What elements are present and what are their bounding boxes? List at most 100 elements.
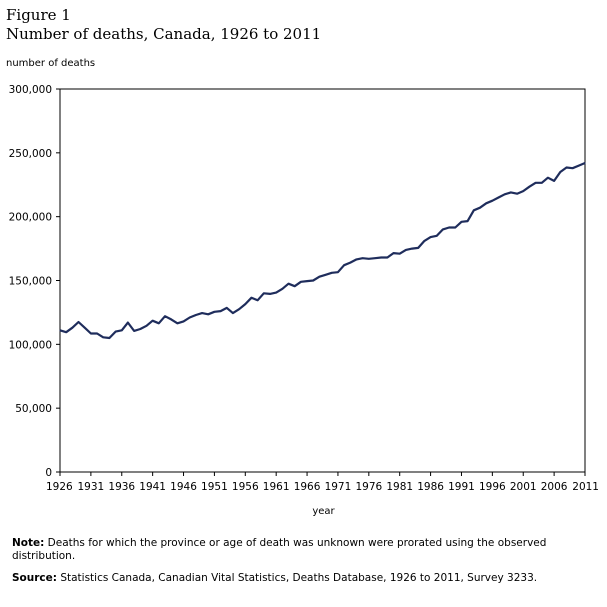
note-text: Deaths for which the province or age of … xyxy=(12,537,547,562)
data-point xyxy=(232,312,234,314)
data-point xyxy=(139,328,141,330)
data-point xyxy=(318,276,320,278)
x-tick-label: 1981 xyxy=(386,481,413,493)
data-point xyxy=(108,337,110,339)
data-point xyxy=(195,314,197,316)
data-point xyxy=(368,258,370,260)
data-point xyxy=(448,226,450,229)
data-point xyxy=(244,303,246,305)
x-tick-label: 1991 xyxy=(448,481,475,493)
y-tick-label: 0 xyxy=(45,467,52,479)
data-point xyxy=(238,308,240,310)
data-point xyxy=(399,253,401,255)
data-point xyxy=(417,247,419,249)
data-point xyxy=(77,321,80,323)
x-tick-label: 1941 xyxy=(139,481,166,493)
y-tick-label: 300,000 xyxy=(9,84,52,96)
y-tick-label: 200,000 xyxy=(9,212,52,224)
data-point xyxy=(189,316,191,319)
data-point xyxy=(121,329,123,331)
data-point xyxy=(281,288,283,290)
data-point xyxy=(269,293,271,295)
data-point xyxy=(411,248,413,250)
data-point xyxy=(170,318,172,320)
data-point xyxy=(263,292,265,294)
data-point xyxy=(275,292,277,294)
data-point xyxy=(294,285,296,287)
data-point xyxy=(442,228,444,230)
x-tick-label: 2006 xyxy=(541,481,568,493)
data-point xyxy=(362,257,364,259)
x-tick-label: 1966 xyxy=(294,481,321,493)
data-point xyxy=(331,272,333,274)
source-label: Source: xyxy=(12,572,57,584)
deaths-series-line xyxy=(59,161,586,340)
data-point xyxy=(96,332,98,335)
data-point xyxy=(423,240,425,242)
data-point xyxy=(436,235,438,237)
x-tick-label: 1946 xyxy=(170,481,197,493)
data-point xyxy=(176,322,178,324)
data-point xyxy=(578,165,580,167)
data-point xyxy=(479,207,481,209)
data-point xyxy=(349,262,351,264)
x-tick-label: 1986 xyxy=(417,481,444,493)
data-point xyxy=(90,332,92,335)
data-point xyxy=(182,320,185,322)
note-label: Note: xyxy=(12,537,45,549)
data-point xyxy=(127,322,129,324)
deaths-series-points xyxy=(59,162,586,339)
data-point xyxy=(220,310,222,312)
data-point xyxy=(553,180,555,182)
data-point xyxy=(343,264,345,266)
data-point xyxy=(559,171,561,173)
data-point xyxy=(467,220,469,222)
x-axis-ticks: 1926 1931 1936 1941 1946 1951 1956 1961 1966 1971… xyxy=(46,472,599,493)
data-point xyxy=(300,281,302,283)
source: Source: Statistics Canada, Canadian Vita… xyxy=(12,572,597,585)
data-point xyxy=(164,315,166,317)
data-point xyxy=(454,226,456,229)
data-point xyxy=(158,322,160,324)
figure-label: Figure 1 xyxy=(6,6,71,24)
data-point xyxy=(528,186,531,188)
data-point xyxy=(337,271,339,273)
data-point xyxy=(460,221,463,223)
y-axis-ticks: 0 50,000 100,000 150,000 200,000 250,000 300,0… xyxy=(9,84,60,479)
x-tick-label: 2011 xyxy=(572,481,599,493)
data-point xyxy=(516,193,518,195)
data-point xyxy=(497,196,500,199)
data-point xyxy=(207,313,209,315)
x-tick-label: 1931 xyxy=(78,481,105,493)
data-point xyxy=(374,257,376,259)
data-point xyxy=(312,279,314,282)
x-tick-label: 1956 xyxy=(232,481,259,493)
x-tick-label: 1996 xyxy=(479,481,506,493)
data-point xyxy=(145,325,148,327)
data-point xyxy=(535,182,537,184)
data-point xyxy=(392,252,395,254)
source-text: Statistics Canada, Canadian Vital Statis… xyxy=(56,572,538,584)
data-point xyxy=(133,330,135,332)
data-point xyxy=(405,249,407,251)
data-point xyxy=(355,258,358,260)
data-point xyxy=(485,202,487,204)
data-point xyxy=(541,182,543,184)
data-point xyxy=(84,327,86,329)
x-tick-label: 1926 xyxy=(46,481,73,493)
data-point xyxy=(473,209,475,211)
y-tick-label: 150,000 xyxy=(9,276,52,288)
data-point xyxy=(59,329,61,331)
data-point xyxy=(250,297,253,299)
data-point xyxy=(257,299,259,301)
data-point xyxy=(565,166,568,169)
data-point xyxy=(115,331,117,333)
data-point xyxy=(306,280,308,282)
data-point xyxy=(386,256,388,259)
x-tick-label: 1971 xyxy=(325,481,352,493)
x-tick-label: 1936 xyxy=(108,481,135,493)
y-tick-label: 50,000 xyxy=(15,403,52,415)
data-point xyxy=(325,274,327,276)
data-point xyxy=(547,177,549,179)
